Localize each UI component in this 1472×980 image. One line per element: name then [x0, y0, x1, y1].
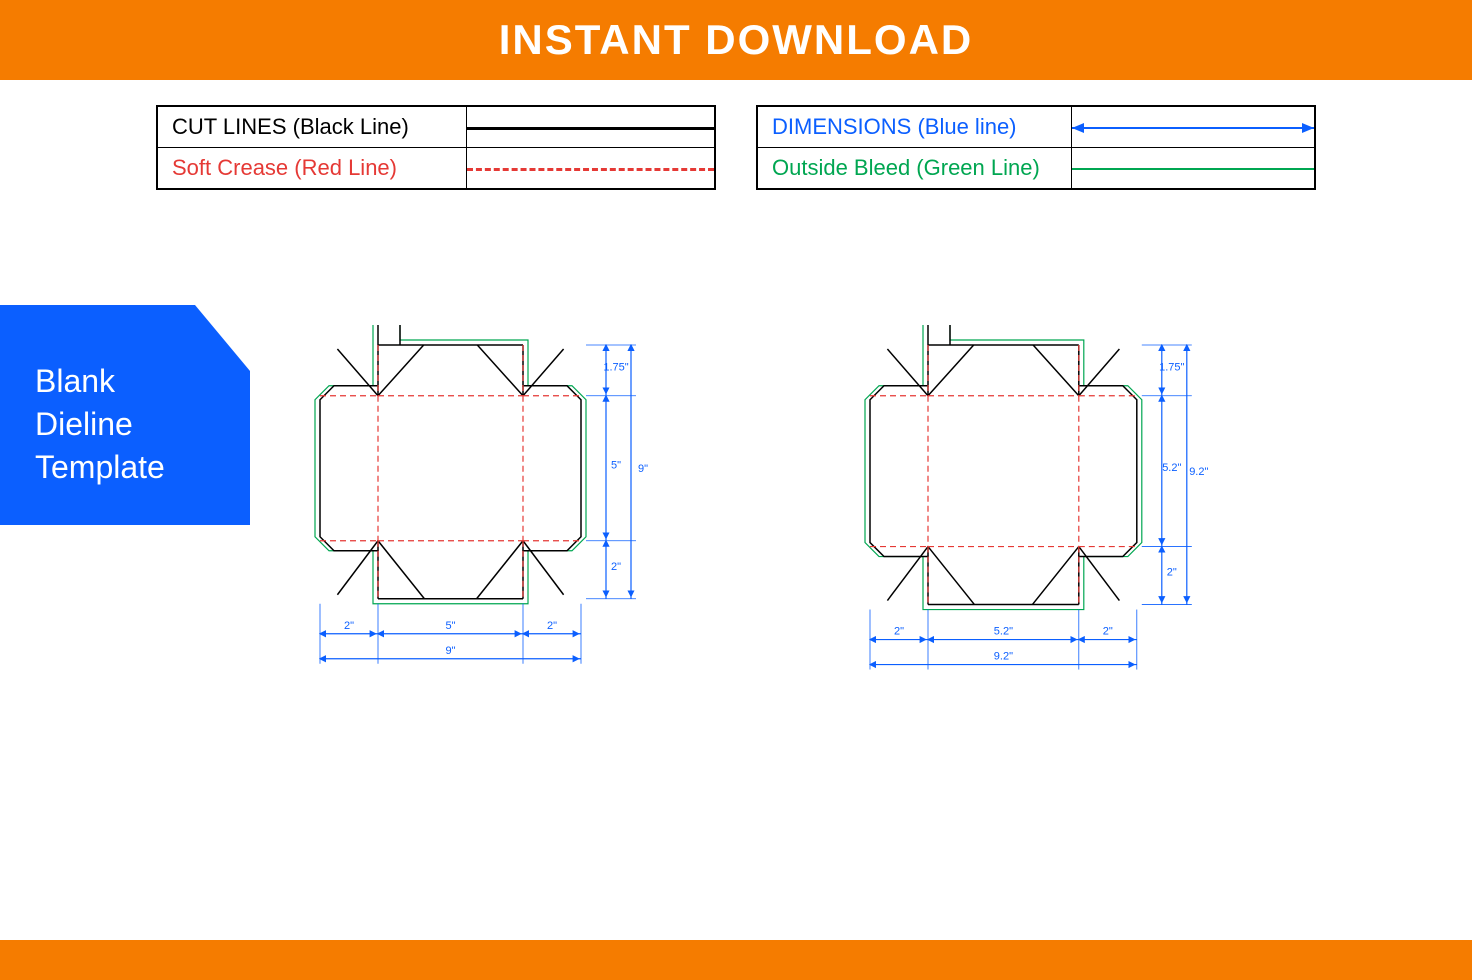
legend-crease-label: Soft Crease (Red Line) — [157, 148, 467, 190]
svg-text:2": 2" — [611, 561, 621, 573]
footer-banner — [0, 940, 1472, 980]
svg-text:9.2": 9.2" — [994, 651, 1013, 663]
svg-text:5.2": 5.2" — [994, 626, 1013, 638]
svg-text:1.75": 1.75" — [1159, 361, 1184, 373]
legend-cutlines-sample — [467, 106, 715, 148]
arrow-line-icon — [1072, 127, 1314, 129]
legend-bleed-label: Outside Bleed (Green Line) — [757, 148, 1072, 190]
svg-text:9": 9" — [638, 463, 648, 475]
legend-bleed-sample — [1072, 148, 1315, 190]
badge-line2: Dieline — [35, 403, 250, 446]
svg-text:2": 2" — [344, 620, 354, 632]
legend-container: CUT LINES (Black Line) Soft Crease (Red … — [0, 105, 1472, 190]
legend-table-right: DIMENSIONS (Blue line) Outside Bleed (Gr… — [756, 105, 1316, 190]
legend-dimensions-label: DIMENSIONS (Blue line) — [757, 106, 1072, 148]
svg-text:5": 5" — [611, 459, 621, 471]
svg-text:5.2": 5.2" — [1162, 462, 1181, 474]
svg-text:5": 5" — [445, 620, 455, 632]
dieline-diagram-b: 2" 5.2" 2" 9.2" 1.75" 5.2" 2" 9.2" — [850, 325, 1250, 725]
svg-text:2": 2" — [894, 626, 904, 638]
svg-text:2": 2" — [1103, 626, 1113, 638]
legend-crease-sample — [467, 148, 715, 190]
svg-text:9": 9" — [445, 645, 455, 657]
legend-dimensions-sample — [1072, 106, 1315, 148]
badge-line3: Template — [35, 446, 250, 489]
svg-text:1.75": 1.75" — [603, 361, 628, 373]
header-banner: INSTANT DOWNLOAD — [0, 0, 1472, 80]
legend-table-left: CUT LINES (Black Line) Soft Crease (Red … — [156, 105, 716, 190]
side-badge: Blank Dieline Template — [0, 305, 250, 525]
dieline-diagram-a: 2" 5" 2" 9" 1.75" 5" 2" 9" — [300, 325, 700, 725]
thin-line-icon — [1072, 168, 1314, 170]
badge-line1: Blank — [35, 360, 250, 403]
svg-text:2": 2" — [1167, 567, 1177, 579]
header-title: INSTANT DOWNLOAD — [499, 16, 974, 64]
dash-line-icon — [467, 168, 714, 171]
svg-text:2": 2" — [547, 620, 557, 632]
diagrams-area: 2" 5" 2" 9" 1.75" 5" 2" 9" 2" 5.2" 2" 9.2" 1.75" 5.2… — [300, 325, 1450, 745]
legend-cutlines-label: CUT LINES (Black Line) — [157, 106, 467, 148]
solid-line-icon — [467, 127, 714, 130]
svg-text:9.2": 9.2" — [1189, 466, 1208, 478]
